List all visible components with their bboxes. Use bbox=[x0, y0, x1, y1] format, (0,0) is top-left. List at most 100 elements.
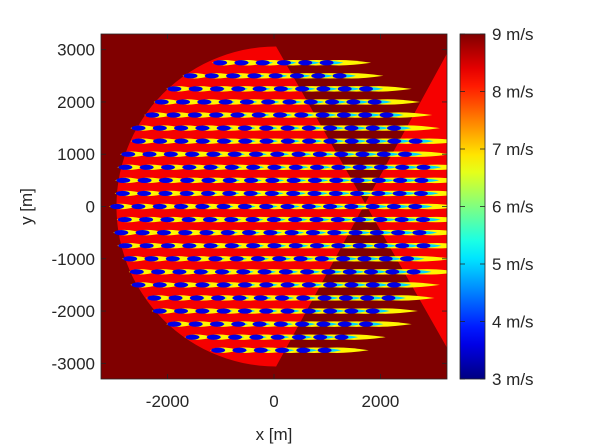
near-wake bbox=[416, 164, 431, 170]
near-wake bbox=[238, 138, 253, 144]
near-wake bbox=[197, 99, 212, 105]
near-wake bbox=[160, 216, 175, 223]
turbine-wake bbox=[138, 216, 169, 223]
plot-area bbox=[101, 34, 447, 379]
near-wake bbox=[110, 203, 125, 210]
near-wake bbox=[373, 243, 388, 249]
near-wake bbox=[204, 73, 219, 79]
near-wake bbox=[232, 295, 247, 301]
near-wake bbox=[373, 216, 388, 223]
near-wake bbox=[387, 282, 402, 288]
colorbar-tick-label: 6 m/s bbox=[492, 198, 534, 217]
near-wake bbox=[278, 269, 293, 275]
near-wake bbox=[180, 177, 195, 183]
turbine-wake bbox=[407, 138, 447, 144]
near-wake bbox=[222, 190, 237, 197]
near-wake bbox=[288, 164, 303, 170]
y-axis-ticks: -3000 -2000 -1000 0 1000 2000 3000 bbox=[52, 41, 447, 373]
near-wake bbox=[243, 190, 258, 197]
near-wake bbox=[231, 321, 246, 327]
near-wake bbox=[395, 243, 410, 249]
turbine-wake bbox=[166, 321, 195, 327]
near-wake bbox=[139, 216, 154, 223]
near-wake bbox=[331, 243, 346, 249]
near-wake bbox=[273, 86, 288, 92]
turbine-wake bbox=[151, 125, 183, 131]
turbine-wake bbox=[117, 243, 146, 249]
near-wake bbox=[301, 282, 316, 288]
near-wake bbox=[344, 282, 359, 288]
near-wake bbox=[218, 99, 233, 105]
near-wake bbox=[272, 256, 287, 262]
near-wake bbox=[350, 190, 365, 197]
near-wake bbox=[360, 295, 375, 301]
near-wake bbox=[139, 243, 154, 249]
near-wake bbox=[280, 125, 295, 131]
near-wake bbox=[166, 112, 181, 118]
near-wake bbox=[201, 177, 216, 183]
turbine-wake bbox=[407, 203, 447, 210]
near-wake bbox=[337, 86, 352, 92]
turbine-wake bbox=[128, 269, 158, 275]
near-wake bbox=[344, 138, 359, 144]
near-wake bbox=[323, 125, 338, 131]
near-wake bbox=[365, 203, 380, 210]
turbine-wake bbox=[130, 138, 160, 144]
near-wake bbox=[266, 216, 281, 223]
near-wake bbox=[328, 190, 343, 197]
near-wake bbox=[373, 164, 388, 170]
near-wake bbox=[206, 334, 221, 340]
near-wake bbox=[337, 321, 352, 327]
x-axis-label: x [m] bbox=[256, 425, 293, 444]
near-wake bbox=[273, 112, 288, 118]
near-wake bbox=[237, 282, 252, 288]
near-wake bbox=[246, 164, 261, 170]
near-wake bbox=[346, 99, 361, 105]
near-wake bbox=[416, 243, 431, 249]
near-wake bbox=[187, 256, 202, 262]
turbine-wake bbox=[210, 347, 240, 353]
near-wake bbox=[259, 203, 274, 210]
near-wake bbox=[232, 347, 247, 353]
turbine-wake bbox=[114, 190, 144, 197]
near-wake bbox=[264, 190, 279, 197]
turbine-wake bbox=[212, 60, 242, 66]
near-wake bbox=[257, 269, 272, 275]
turbine-wake bbox=[117, 164, 146, 170]
turbine-wake bbox=[134, 229, 165, 236]
near-wake bbox=[203, 243, 218, 249]
near-wake bbox=[248, 151, 263, 157]
near-wake bbox=[391, 230, 406, 236]
near-wake bbox=[263, 230, 278, 236]
near-wake bbox=[330, 216, 345, 223]
near-wake bbox=[296, 295, 311, 301]
turbine-wake bbox=[151, 282, 183, 288]
near-wake bbox=[174, 282, 189, 288]
near-wake bbox=[253, 295, 268, 301]
near-wake bbox=[280, 203, 295, 210]
near-wake bbox=[359, 86, 374, 92]
near-wake bbox=[151, 269, 166, 275]
turbine-wake bbox=[182, 73, 211, 79]
near-wake bbox=[381, 295, 396, 301]
turbine-wake bbox=[109, 203, 138, 210]
near-wake bbox=[206, 151, 221, 157]
near-wake bbox=[220, 230, 235, 236]
near-wake bbox=[352, 243, 367, 249]
near-wake bbox=[267, 243, 282, 249]
near-wake bbox=[195, 203, 210, 210]
near-wake bbox=[158, 190, 173, 197]
turbine-wake bbox=[331, 73, 384, 79]
near-wake bbox=[310, 164, 325, 170]
colorbar-tick-label: 5 m/s bbox=[492, 255, 534, 274]
near-wake bbox=[167, 86, 182, 92]
near-wake bbox=[394, 216, 409, 223]
near-wake bbox=[395, 164, 410, 170]
near-wake bbox=[313, 334, 328, 340]
near-wake bbox=[188, 86, 203, 92]
near-wake bbox=[399, 256, 414, 262]
near-wake bbox=[338, 295, 353, 301]
x-tick-label: -2000 bbox=[146, 392, 189, 411]
near-wake bbox=[174, 125, 189, 131]
near-wake bbox=[413, 190, 428, 197]
